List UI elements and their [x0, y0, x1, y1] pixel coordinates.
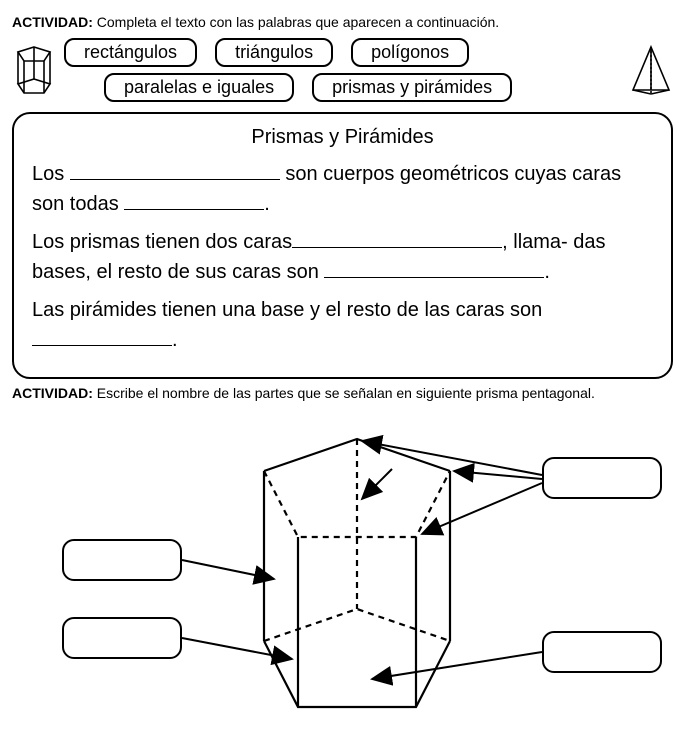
label-box-3[interactable] — [542, 457, 662, 499]
prism-diagram — [12, 409, 672, 729]
s3-b: . — [172, 329, 178, 351]
activity2-text: Escribe el nombre de las partes que se s… — [97, 385, 595, 401]
word-triangulos: triángulos — [215, 38, 333, 67]
s3-a: Las pirámides tienen una base y el resto… — [32, 299, 542, 321]
pyramid-mini-icon — [629, 44, 673, 96]
blank-4[interactable] — [324, 260, 544, 278]
label-box-2[interactable] — [62, 617, 182, 659]
word-poligonos: polígonos — [351, 38, 469, 67]
wordbank-row1: rectángulos triángulos polígonos — [64, 38, 621, 67]
activity1-label: ACTIVIDAD: — [12, 14, 93, 30]
s2-a: Los prismas tienen dos caras — [32, 231, 292, 253]
word-paralelas: paralelas e iguales — [104, 73, 294, 102]
label-box-4[interactable] — [542, 631, 662, 673]
sentence-1: Los son cuerpos geométricos cuyas caras … — [32, 159, 653, 219]
label-box-1[interactable] — [62, 539, 182, 581]
wordbank-row2: paralelas e iguales prismas y pirámides — [64, 73, 621, 102]
fill-in-title: Prismas y Pirámides — [32, 126, 653, 149]
blank-2[interactable] — [124, 192, 264, 210]
s1-a: Los — [32, 163, 70, 185]
blank-1[interactable] — [70, 162, 280, 180]
activity1-heading: ACTIVIDAD: Completa el texto con las pal… — [12, 14, 673, 30]
fill-in-box: Prismas y Pirámides Los son cuerpos geom… — [12, 112, 673, 379]
s1-c: . — [264, 193, 270, 215]
word-rectangulos: rectángulos — [64, 38, 197, 67]
word-prismas-piramides: prismas y pirámides — [312, 73, 512, 102]
wordbank: rectángulos triángulos polígonos paralel… — [12, 38, 673, 102]
blank-3[interactable] — [292, 230, 502, 248]
activity2-label: ACTIVIDAD: — [12, 385, 93, 401]
sentence-2: Los prismas tienen dos caras, llama- das… — [32, 227, 653, 287]
sentence-3: Las pirámides tienen una base y el resto… — [32, 295, 653, 355]
wordbank-stack: rectángulos triángulos polígonos paralel… — [64, 38, 621, 102]
prism-mini-icon — [12, 44, 56, 96]
blank-5[interactable] — [32, 328, 172, 346]
s2-c: . — [544, 261, 550, 283]
activity1-text: Completa el texto con las palabras que a… — [97, 14, 499, 30]
activity2-heading: ACTIVIDAD: Escribe el nombre de las part… — [12, 385, 673, 401]
